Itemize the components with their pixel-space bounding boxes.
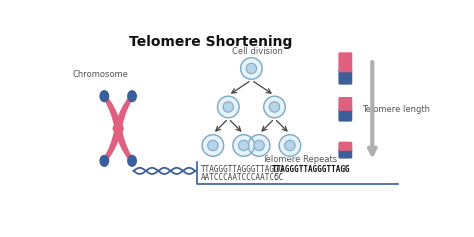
- Ellipse shape: [232, 134, 255, 157]
- Ellipse shape: [246, 63, 256, 74]
- Ellipse shape: [247, 134, 271, 157]
- FancyBboxPatch shape: [338, 69, 352, 85]
- Ellipse shape: [128, 91, 137, 102]
- Ellipse shape: [113, 125, 123, 132]
- Ellipse shape: [285, 140, 295, 150]
- Ellipse shape: [201, 134, 225, 157]
- Text: Telomere Shortening: Telomere Shortening: [129, 35, 292, 49]
- Ellipse shape: [269, 102, 280, 112]
- Ellipse shape: [100, 155, 109, 166]
- FancyBboxPatch shape: [338, 142, 352, 151]
- Text: TTAGGGTTAGGGTTAGGG: TTAGGGTTAGGGTTAGGG: [201, 165, 284, 174]
- Ellipse shape: [100, 91, 109, 102]
- Ellipse shape: [217, 96, 240, 118]
- Polygon shape: [114, 128, 134, 162]
- Ellipse shape: [233, 135, 255, 156]
- Polygon shape: [102, 128, 122, 162]
- Text: 5': 5': [272, 173, 282, 182]
- Ellipse shape: [128, 155, 137, 166]
- Ellipse shape: [218, 96, 239, 118]
- Ellipse shape: [241, 58, 262, 79]
- Ellipse shape: [254, 140, 264, 150]
- Ellipse shape: [238, 140, 249, 150]
- Text: 3': 3': [339, 165, 349, 174]
- Ellipse shape: [278, 134, 301, 157]
- Polygon shape: [114, 95, 134, 129]
- Ellipse shape: [223, 102, 233, 112]
- Ellipse shape: [279, 135, 301, 156]
- Ellipse shape: [263, 96, 286, 118]
- Polygon shape: [102, 95, 122, 129]
- FancyBboxPatch shape: [338, 148, 352, 159]
- Text: Telomere Repeats: Telomere Repeats: [263, 155, 337, 164]
- Text: TTAGGGTTAGGGTTAGG: TTAGGGTTAGGGTTAGG: [272, 165, 351, 174]
- FancyBboxPatch shape: [338, 108, 352, 122]
- Ellipse shape: [202, 135, 224, 156]
- Text: AATCCCAATCCCAATCCC: AATCCCAATCCCAATCCC: [201, 173, 284, 182]
- Text: Cell division: Cell division: [232, 47, 283, 56]
- Ellipse shape: [240, 57, 263, 80]
- Ellipse shape: [248, 135, 270, 156]
- Text: Telomere length: Telomere length: [362, 105, 430, 114]
- Text: Chromosome: Chromosome: [73, 70, 128, 79]
- FancyBboxPatch shape: [338, 97, 352, 111]
- Ellipse shape: [264, 96, 285, 118]
- FancyBboxPatch shape: [338, 52, 352, 72]
- Ellipse shape: [208, 140, 218, 150]
